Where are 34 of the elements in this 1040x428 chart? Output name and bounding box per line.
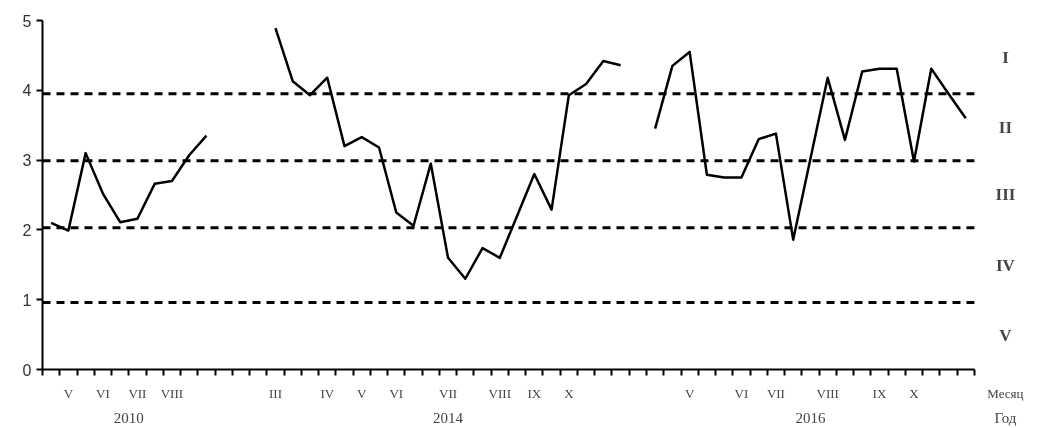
text: Год	[994, 409, 1017, 426]
x-tick-label: X	[909, 385, 920, 401]
x-tick-label: IX	[527, 385, 542, 401]
y-tick-label: 2	[22, 221, 32, 239]
x-tick-label: VI	[96, 385, 110, 401]
y-tick-label: 1	[22, 291, 32, 309]
x-tick-label: VIII	[488, 385, 512, 401]
x-tick-label: VIII	[160, 385, 184, 401]
x-tick-label: IV	[320, 385, 335, 401]
x-tick-label: VIII	[816, 385, 839, 401]
x-tick-label: VII	[766, 385, 785, 401]
x-tick-label: VI	[389, 385, 404, 401]
text: 2010	[113, 409, 144, 426]
y-tick-label: 5	[22, 12, 32, 30]
x-tick-label: V	[357, 385, 368, 401]
text: I	[1002, 47, 1010, 67]
x-tick-label: IX	[872, 385, 887, 401]
text: V	[999, 326, 1013, 346]
x-tick-label: III	[268, 385, 282, 401]
text: III	[995, 184, 1016, 204]
text: II	[998, 117, 1013, 137]
x-tick-label: VI	[734, 385, 749, 401]
y-tick-label: 0	[22, 361, 32, 379]
text: 2014	[433, 409, 464, 426]
x-tick-label: VII	[128, 385, 147, 401]
x-tick-label: X	[564, 385, 575, 401]
text: IV	[995, 255, 1016, 275]
x-tick-label: V	[63, 385, 74, 401]
y-tick-label: 4	[22, 82, 32, 100]
y-tick-label: 3	[22, 152, 32, 170]
x-tick-label: VII	[439, 385, 458, 401]
x-axis-title: Месяц	[987, 385, 1024, 401]
x-tick-label: V	[684, 385, 695, 401]
text: 2016	[795, 409, 826, 426]
